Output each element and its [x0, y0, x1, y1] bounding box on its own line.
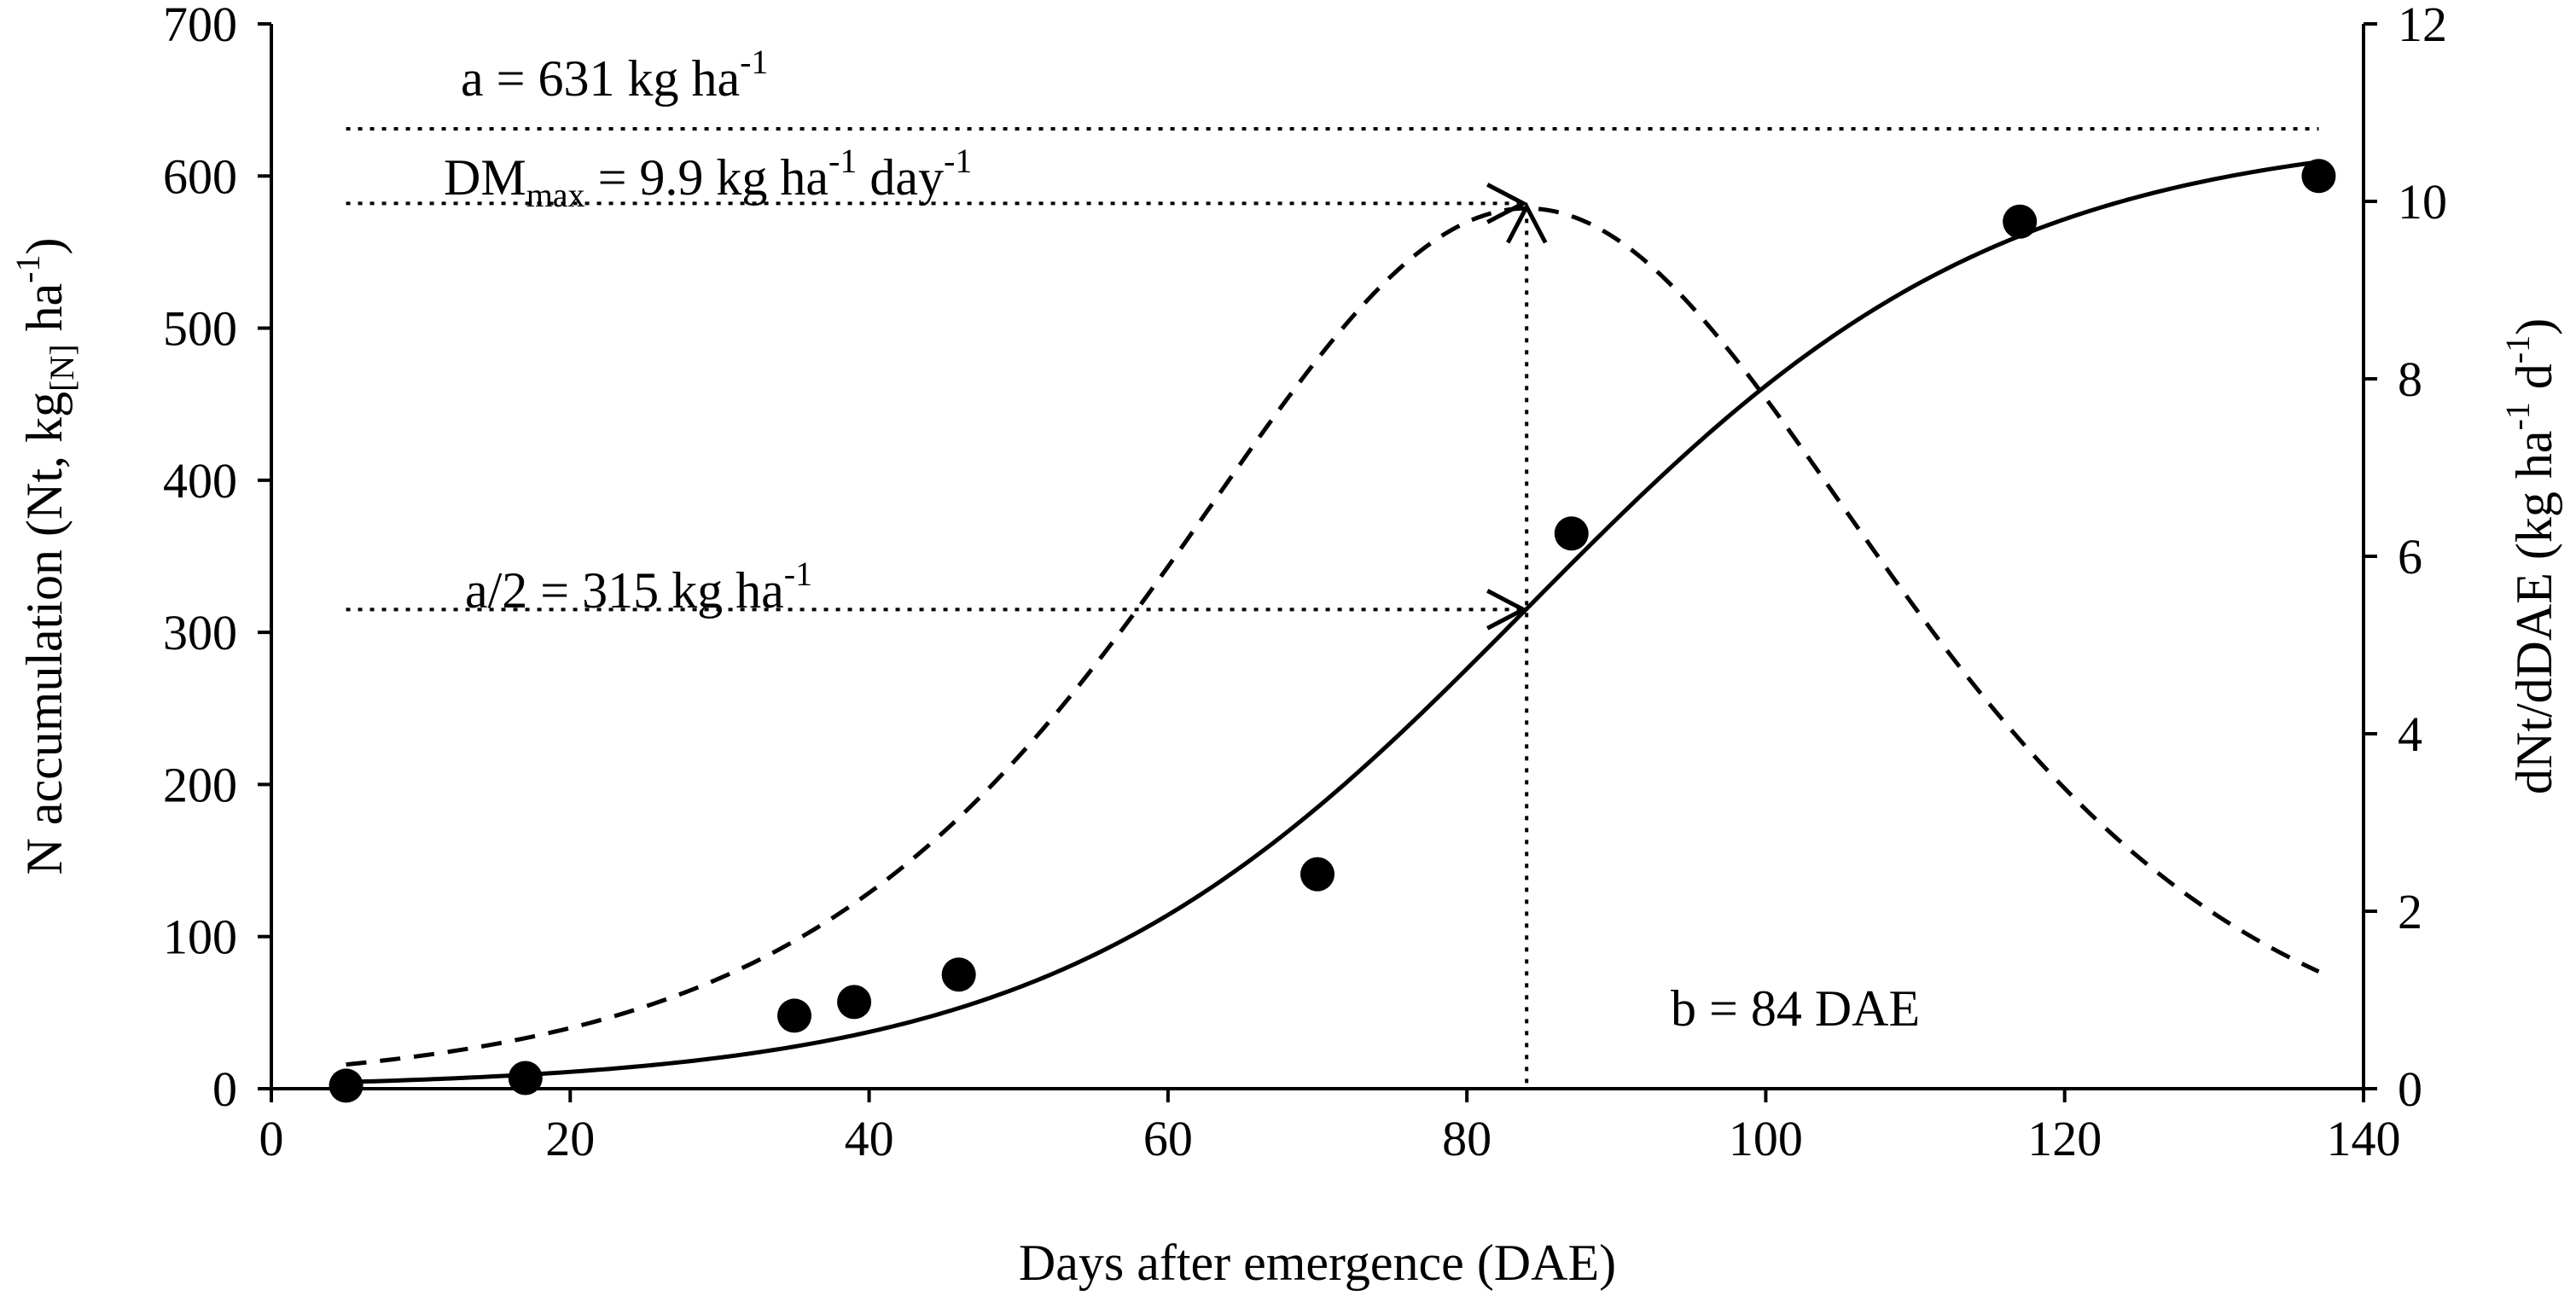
y-tick-label-300: 300 [163, 605, 237, 660]
data-point [837, 985, 872, 1020]
y-tick-label-200: 200 [163, 757, 237, 812]
y2-tick-label-2: 2 [2398, 884, 2422, 939]
annotation-dmmax: DMmax = 9.9 kg ha-1 day-1 [444, 142, 972, 214]
y-tick-label-100: 100 [163, 910, 237, 965]
x-axis-title: Days after emergence (DAE) [1019, 1235, 1616, 1291]
x-tick-label-80: 80 [1442, 1111, 1492, 1166]
y2-tick-label-8: 8 [2398, 352, 2422, 407]
data-point [1300, 857, 1335, 892]
x-tick-label-20: 20 [545, 1111, 595, 1166]
y2-axis-title: dNt/dDAE (kg ha-1 d-1) [2498, 318, 2562, 794]
x-tick-label-100: 100 [1729, 1111, 1803, 1166]
x-tick-label-0: 0 [259, 1111, 284, 1166]
tick-labels: 0 20 40 60 80 100 120 1400100200300400500600700… [163, 0, 2447, 1166]
y-tick-label-400: 400 [163, 453, 237, 509]
data-point [941, 957, 976, 992]
y-tick-label-500: 500 [163, 301, 237, 357]
y-tick-label-600: 600 [163, 148, 237, 204]
y2-tick-label-10: 10 [2398, 174, 2447, 230]
dnt-ddae-curve [346, 206, 2320, 1067]
annotation-b: b = 84 DAE [1671, 980, 1920, 1037]
data-point [508, 1061, 543, 1096]
x-tick-label-60: 60 [1143, 1111, 1193, 1166]
y2-tick-label-4: 4 [2398, 706, 2422, 762]
data-points [329, 159, 2336, 1103]
data-point [2003, 204, 2038, 239]
x-tick-label-40: 40 [845, 1111, 894, 1166]
nt-fitted-curve [346, 160, 2319, 1084]
x-tick-label-140: 140 [2327, 1111, 2401, 1166]
y-tick-label-0: 0 [212, 1061, 237, 1117]
data-point [777, 998, 811, 1033]
y-axis-title: N accumulation (Nt, kg[N] ha-1) [9, 238, 81, 875]
data-point [1554, 516, 1589, 551]
ticks [258, 22, 2377, 1102]
data-point [329, 1068, 363, 1103]
b-vertical-arrow [1505, 201, 1548, 244]
annotation-a: a = 631 kg ha-1 [461, 43, 768, 107]
y2-tick-label-0: 0 [2398, 1061, 2422, 1117]
curves [346, 160, 2320, 1084]
data-point [2301, 159, 2336, 194]
dmmax-arrow [1486, 183, 1528, 224]
annotation-half-a: a/2 = 315 kg ha-1 [465, 555, 812, 619]
x-tick-label-120: 120 [2027, 1111, 2102, 1166]
y2-tick-label-12: 12 [2398, 0, 2447, 52]
y-tick-label-700: 700 [163, 0, 237, 52]
y2-tick-label-6: 6 [2398, 529, 2422, 584]
